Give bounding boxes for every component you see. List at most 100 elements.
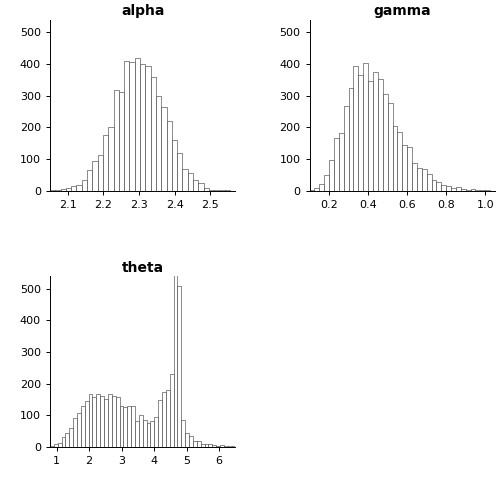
Bar — [62, 437, 66, 447]
Bar — [112, 396, 116, 447]
Bar — [177, 153, 182, 191]
Bar — [378, 80, 383, 191]
Bar — [204, 444, 208, 447]
Bar — [324, 175, 329, 191]
Bar — [329, 161, 334, 191]
Bar — [161, 107, 166, 191]
Bar — [146, 66, 150, 191]
Bar — [170, 374, 173, 447]
Bar — [131, 406, 135, 447]
Bar — [224, 446, 228, 447]
Bar — [398, 132, 402, 191]
Bar — [197, 441, 200, 447]
Title: gamma: gamma — [374, 4, 431, 19]
Bar — [92, 397, 96, 447]
Bar — [334, 137, 339, 191]
Bar — [422, 169, 426, 191]
Bar — [204, 188, 209, 191]
Bar — [172, 140, 177, 191]
Bar — [193, 180, 198, 191]
Bar — [461, 189, 466, 191]
Bar — [432, 180, 436, 191]
Bar — [77, 413, 81, 447]
Bar — [220, 190, 225, 191]
Bar — [442, 185, 446, 191]
Bar — [182, 169, 188, 191]
Bar — [344, 106, 348, 191]
Bar — [193, 441, 197, 447]
Bar — [103, 135, 108, 191]
Bar — [383, 94, 388, 191]
Bar — [139, 415, 142, 447]
Bar — [60, 189, 66, 191]
Bar — [96, 394, 100, 447]
Bar — [50, 190, 56, 191]
Bar — [100, 396, 104, 447]
Bar — [339, 133, 344, 191]
Bar — [81, 406, 85, 447]
Bar — [436, 182, 442, 191]
Title: alpha: alpha — [121, 4, 164, 19]
Bar — [88, 394, 92, 447]
Bar — [348, 88, 354, 191]
Bar — [108, 394, 112, 447]
Bar — [232, 446, 235, 447]
Bar — [150, 77, 156, 191]
Bar — [174, 272, 178, 447]
Bar — [228, 446, 232, 447]
Bar — [310, 190, 314, 191]
Bar — [212, 445, 216, 447]
Bar — [373, 72, 378, 191]
Bar — [124, 407, 128, 447]
Bar — [73, 418, 77, 447]
Bar — [130, 62, 135, 191]
Bar — [182, 420, 185, 447]
Bar — [456, 188, 461, 191]
Bar — [320, 184, 324, 191]
Bar — [470, 189, 476, 191]
Bar — [185, 433, 189, 447]
Bar — [216, 446, 220, 447]
Bar — [66, 433, 70, 447]
Bar — [208, 444, 212, 447]
Bar — [114, 89, 119, 191]
Bar — [451, 188, 456, 191]
Bar — [188, 173, 193, 191]
Bar — [116, 397, 119, 447]
Bar — [82, 180, 87, 191]
Bar — [50, 446, 54, 447]
Bar — [388, 104, 392, 191]
Bar — [358, 75, 364, 191]
Bar — [402, 145, 407, 191]
Bar — [85, 401, 88, 447]
Bar — [364, 63, 368, 191]
Bar — [128, 406, 131, 447]
Bar — [66, 188, 71, 191]
Bar — [162, 392, 166, 447]
Bar — [70, 428, 73, 447]
Bar — [368, 81, 373, 191]
Bar — [198, 183, 203, 191]
Bar — [120, 407, 124, 447]
Title: theta: theta — [122, 261, 164, 275]
Bar — [119, 92, 124, 191]
Bar — [220, 445, 224, 447]
Bar — [412, 164, 417, 191]
Bar — [156, 96, 161, 191]
Bar — [108, 127, 114, 191]
Bar — [135, 421, 139, 447]
Bar — [407, 147, 412, 191]
Bar — [58, 443, 62, 447]
Bar — [71, 187, 76, 191]
Bar — [392, 126, 398, 191]
Bar — [200, 444, 204, 447]
Bar — [354, 66, 358, 191]
Bar — [98, 155, 103, 191]
Bar — [92, 162, 98, 191]
Bar — [166, 121, 172, 191]
Bar — [476, 190, 480, 191]
Bar — [154, 417, 158, 447]
Bar — [189, 436, 193, 447]
Bar — [466, 190, 470, 191]
Bar — [146, 423, 150, 447]
